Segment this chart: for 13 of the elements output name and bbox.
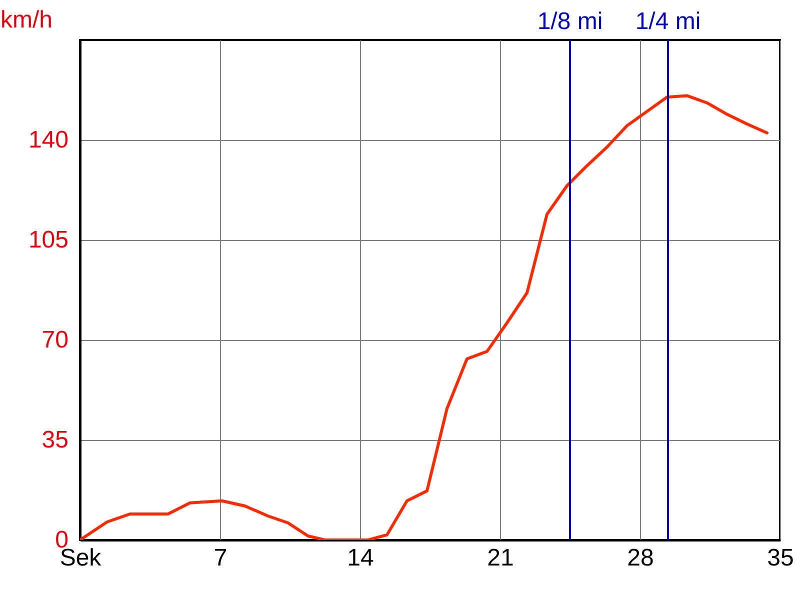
x-tick-label: 21 [487,544,514,572]
ref-line-label: 1/8 mi [537,8,603,35]
y-tick-label: 70 [42,326,68,354]
x-tick-label: 28 [627,544,654,572]
x-tick-label: 14 [347,544,374,572]
y-tick-label: 35 [42,426,68,454]
x-tick-label: 7 [214,544,228,572]
line-series [80,94,768,540]
x-tick-label: 35 [767,544,794,572]
y-tick-label: 105 [28,226,68,254]
y-tick-label: 140 [28,126,68,154]
y-axis-title: km/h [0,6,53,34]
ref-line-label: 1/4 mi [635,8,701,35]
